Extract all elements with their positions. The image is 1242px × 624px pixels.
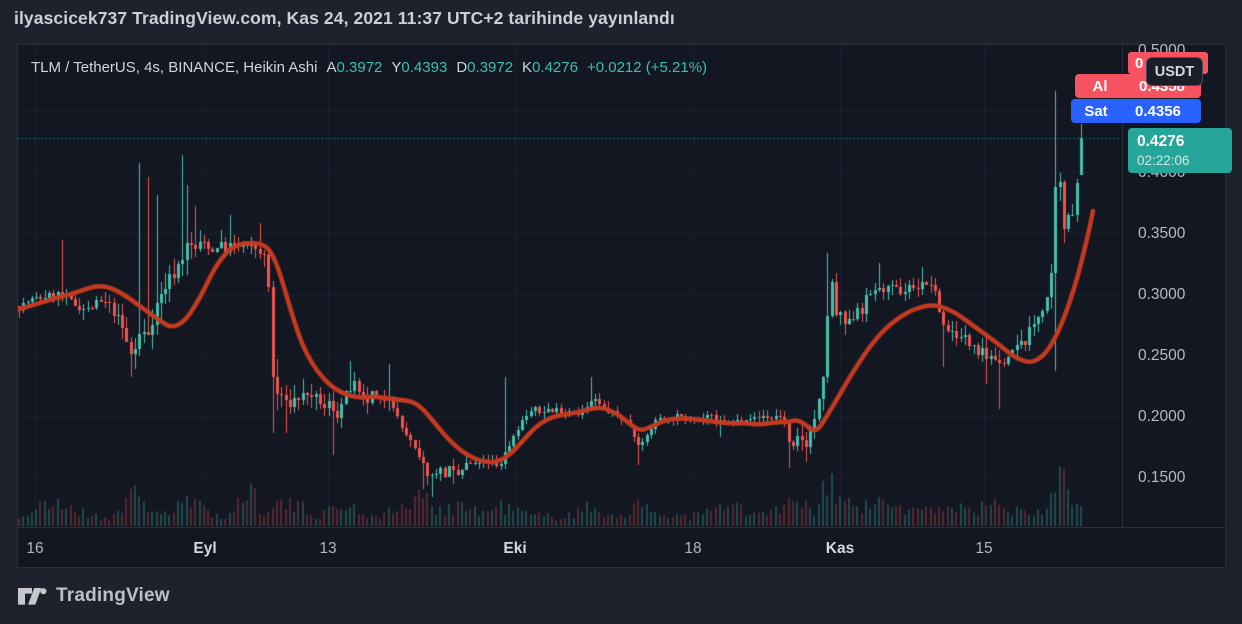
chart-panel: TLM / TetherUS, 4s, BINANCE, Heikin Ashi… — [17, 43, 1232, 568]
time-label-day: 18 — [684, 540, 702, 557]
price-chart-canvas[interactable] — [18, 45, 1122, 527]
time-label-month: Kas — [825, 540, 855, 557]
chart-legend: TLM / TetherUS, 4s, BINANCE, Heikin Ashi… — [31, 59, 707, 76]
footer-bar: TradingView — [0, 568, 1242, 624]
price-tick-label: 0.3500 — [1138, 225, 1186, 242]
tradingview-logo-icon[interactable] — [18, 587, 47, 605]
publish-info-text: ilyascicek737 TradingView.com, Kas 24, 2… — [14, 8, 675, 28]
price-tick-label: 0.2000 — [1138, 408, 1186, 425]
bar-countdown: 02:22:06 — [1137, 153, 1190, 168]
last-price-value: 0.4276 — [1137, 133, 1185, 150]
legend-change: +0.0212 (+5.21%) — [586, 59, 708, 76]
legend-high: Y0.4393 — [391, 59, 448, 76]
time-label-day: 15 — [975, 540, 993, 557]
currency-tooltip-text: USDT — [1154, 63, 1195, 80]
price-tick-label: 0.2500 — [1138, 347, 1186, 364]
bid-price-value: 0.4356 — [1135, 102, 1181, 120]
bid-price-label[interactable]: Sat 0.4356 — [1071, 99, 1201, 123]
time-axis[interactable]: 16 Eyl 13 Eki 18 Kas 15 — [18, 527, 1225, 567]
brand-name[interactable]: TradingView — [56, 585, 170, 606]
share-header: ilyascicek737 TradingView.com, Kas 24, 2… — [0, 0, 1242, 43]
currency-tooltip: USDT — [1146, 57, 1203, 86]
time-label-month: Eki — [503, 540, 527, 557]
price-tick-label: 0.3000 — [1138, 286, 1186, 303]
legend-low: D0.3972 — [456, 59, 514, 76]
symbol-title[interactable]: TLM / TetherUS, 4s, BINANCE, Heikin Ashi — [31, 59, 318, 76]
last-price-countdown-label[interactable]: 0.4276 02:22:06 — [1128, 128, 1232, 173]
price-tick-label: 0.1500 — [1138, 469, 1186, 486]
legend-close: K0.4276 — [522, 59, 578, 76]
buy-button-label[interactable]: Al — [1092, 77, 1108, 95]
time-label-day: 16 — [26, 540, 44, 557]
time-label-day: 13 — [319, 540, 337, 557]
sell-button-label[interactable]: Sat — [1084, 102, 1108, 120]
time-label-month: Eyl — [193, 540, 217, 557]
legend-open: A0.3972 — [326, 59, 383, 76]
